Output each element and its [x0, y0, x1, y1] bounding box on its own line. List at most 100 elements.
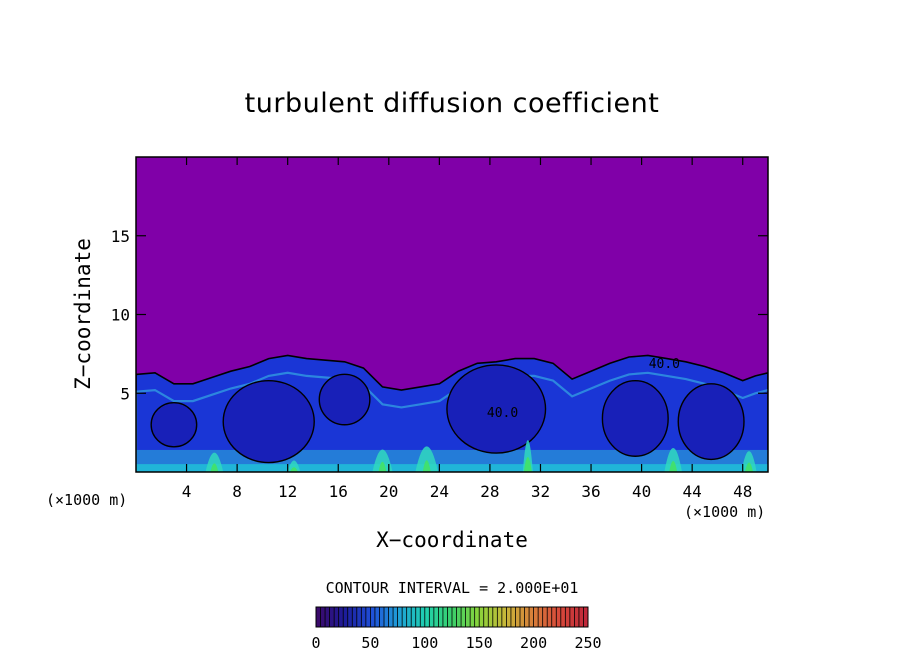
- colorbar-segment-5: [338, 607, 344, 627]
- x-tick-label-6: 28: [480, 482, 499, 501]
- x-tick-label-0: 4: [182, 482, 192, 501]
- colorbar-tick-label-1: 50: [361, 634, 379, 652]
- plume-6: [741, 451, 757, 472]
- colorbar-segment-20: [406, 607, 412, 627]
- colorbar-segment-56: [569, 607, 575, 627]
- x-tick-label-10: 44: [683, 482, 702, 501]
- colorbar-tick-label-5: 250: [574, 634, 601, 652]
- colorbar-segment-26: [433, 607, 439, 627]
- colorbar-segment-10: [361, 607, 367, 627]
- colorbar-segment-23: [420, 607, 426, 627]
- colorbar-segment-57: [574, 607, 580, 627]
- plume-0: [205, 452, 224, 472]
- colorbar-segment-37: [483, 607, 489, 627]
- colorbar-segment-54: [560, 607, 566, 627]
- x-tick-label-9: 40: [632, 482, 651, 501]
- colorbar-segment-36: [479, 607, 485, 627]
- x-tick-label-11: 48: [733, 482, 752, 501]
- colorbar-segment-13: [374, 607, 380, 627]
- plume-core-3: [422, 460, 431, 472]
- colorbar-segment-9: [356, 607, 362, 627]
- colorbar-segment-29: [447, 607, 453, 627]
- colorbar-segment-39: [492, 607, 498, 627]
- colorbar-tick-label-0: 0: [311, 634, 320, 652]
- colorbar-segment-6: [343, 607, 349, 627]
- chart-title: turbulent diffusion coefficient: [245, 88, 660, 119]
- convective-cell-4: [150, 402, 198, 448]
- x-tick-label-8: 36: [581, 482, 600, 501]
- colorbar-segment-30: [452, 607, 458, 627]
- plume-1: [287, 460, 301, 472]
- colorbar-segment-49: [538, 607, 544, 627]
- colorbar-segment-42: [506, 607, 512, 627]
- colorbar-segment-43: [510, 607, 516, 627]
- colorbar-segment-7: [347, 607, 353, 627]
- y-tick-label-0: 5: [120, 384, 130, 403]
- colorbar-segment-4: [334, 607, 340, 627]
- diffusion-field: 40.0 40.0: [136, 354, 768, 472]
- surface-band-inner: [136, 464, 768, 472]
- y-axis-label: Z−coordinate: [71, 238, 95, 390]
- colorbar-segment-38: [488, 607, 494, 627]
- colorbar-segment-55: [565, 607, 571, 627]
- colorbar-segment-33: [465, 607, 471, 627]
- plume-2: [372, 449, 393, 472]
- colorbar-segment-3: [329, 607, 335, 627]
- colorbar-segment-12: [370, 607, 376, 627]
- colorbar-segment-18: [397, 607, 403, 627]
- colorbar-segment-28: [442, 607, 448, 627]
- y-axis-ticks: 5 10 15: [111, 227, 768, 403]
- colorbar-segment-17: [393, 607, 399, 627]
- colorbar-segment-59: [583, 607, 589, 627]
- colorbar-segment-52: [551, 607, 557, 627]
- colorbar-tick-labels: 0 50 100 150 200 250: [311, 634, 601, 652]
- colorbar-segment-32: [461, 607, 467, 627]
- colorbar-segment-48: [533, 607, 539, 627]
- contour-line-top: [136, 354, 768, 472]
- colorbar-segment-46: [524, 607, 530, 627]
- x-tick-label-1: 8: [232, 482, 242, 501]
- colorbar-segment-58: [578, 607, 584, 627]
- convective-cell-5: [318, 373, 371, 426]
- y-tick-label-2: 15: [111, 227, 130, 246]
- plume-core-2: [378, 461, 387, 472]
- plume-3: [415, 446, 439, 472]
- colorbar-segment-44: [515, 607, 521, 627]
- colorbar-segment-40: [497, 607, 503, 627]
- colorbar-segment-0: [316, 607, 322, 627]
- colorbar-segment-2: [325, 607, 331, 627]
- colorbar-segment-21: [411, 607, 417, 627]
- colorbar-segment-24: [424, 607, 430, 627]
- x-tick-label-3: 16: [329, 482, 348, 501]
- x-tick-label-5: 24: [430, 482, 449, 501]
- x-tick-label-2: 12: [278, 482, 297, 501]
- convective-cell-1: [446, 364, 547, 454]
- colorbar-segment-53: [556, 607, 562, 627]
- colorbar-segment-11: [365, 607, 371, 627]
- colorbar-segment-27: [438, 607, 444, 627]
- colorbar-segment-47: [529, 607, 535, 627]
- colorbar-segment-16: [388, 607, 394, 627]
- colorbar-segment-22: [415, 607, 421, 627]
- colorbar-segment-51: [547, 607, 553, 627]
- colorbar: [315, 606, 589, 628]
- colorbar-segment-25: [429, 607, 435, 627]
- colorbar-segment-45: [520, 607, 526, 627]
- x-axis-ticks: 4 8 12 16 20 24 28 32 36 40 44 48: [182, 157, 752, 501]
- contour-label-0: 40.0: [649, 357, 680, 372]
- colorbar-segment-31: [456, 607, 462, 627]
- y-tick-label-1: 10: [111, 306, 130, 325]
- colorbar-segment-14: [379, 607, 385, 627]
- x-tick-label-7: 32: [531, 482, 550, 501]
- plume-core-4: [523, 457, 532, 472]
- convective-cell-0: [222, 379, 315, 464]
- colorbar-frame: [315, 606, 589, 628]
- x-axis-label: X−coordinate: [376, 528, 528, 552]
- colorbar-segment-1: [320, 607, 326, 627]
- plume-core-1: [290, 467, 298, 472]
- colorbar-tick-label-3: 150: [466, 634, 493, 652]
- convective-cell-3: [677, 383, 745, 461]
- plot-area: 40.0 40.0: [135, 156, 769, 473]
- plume-core-6: [745, 462, 754, 472]
